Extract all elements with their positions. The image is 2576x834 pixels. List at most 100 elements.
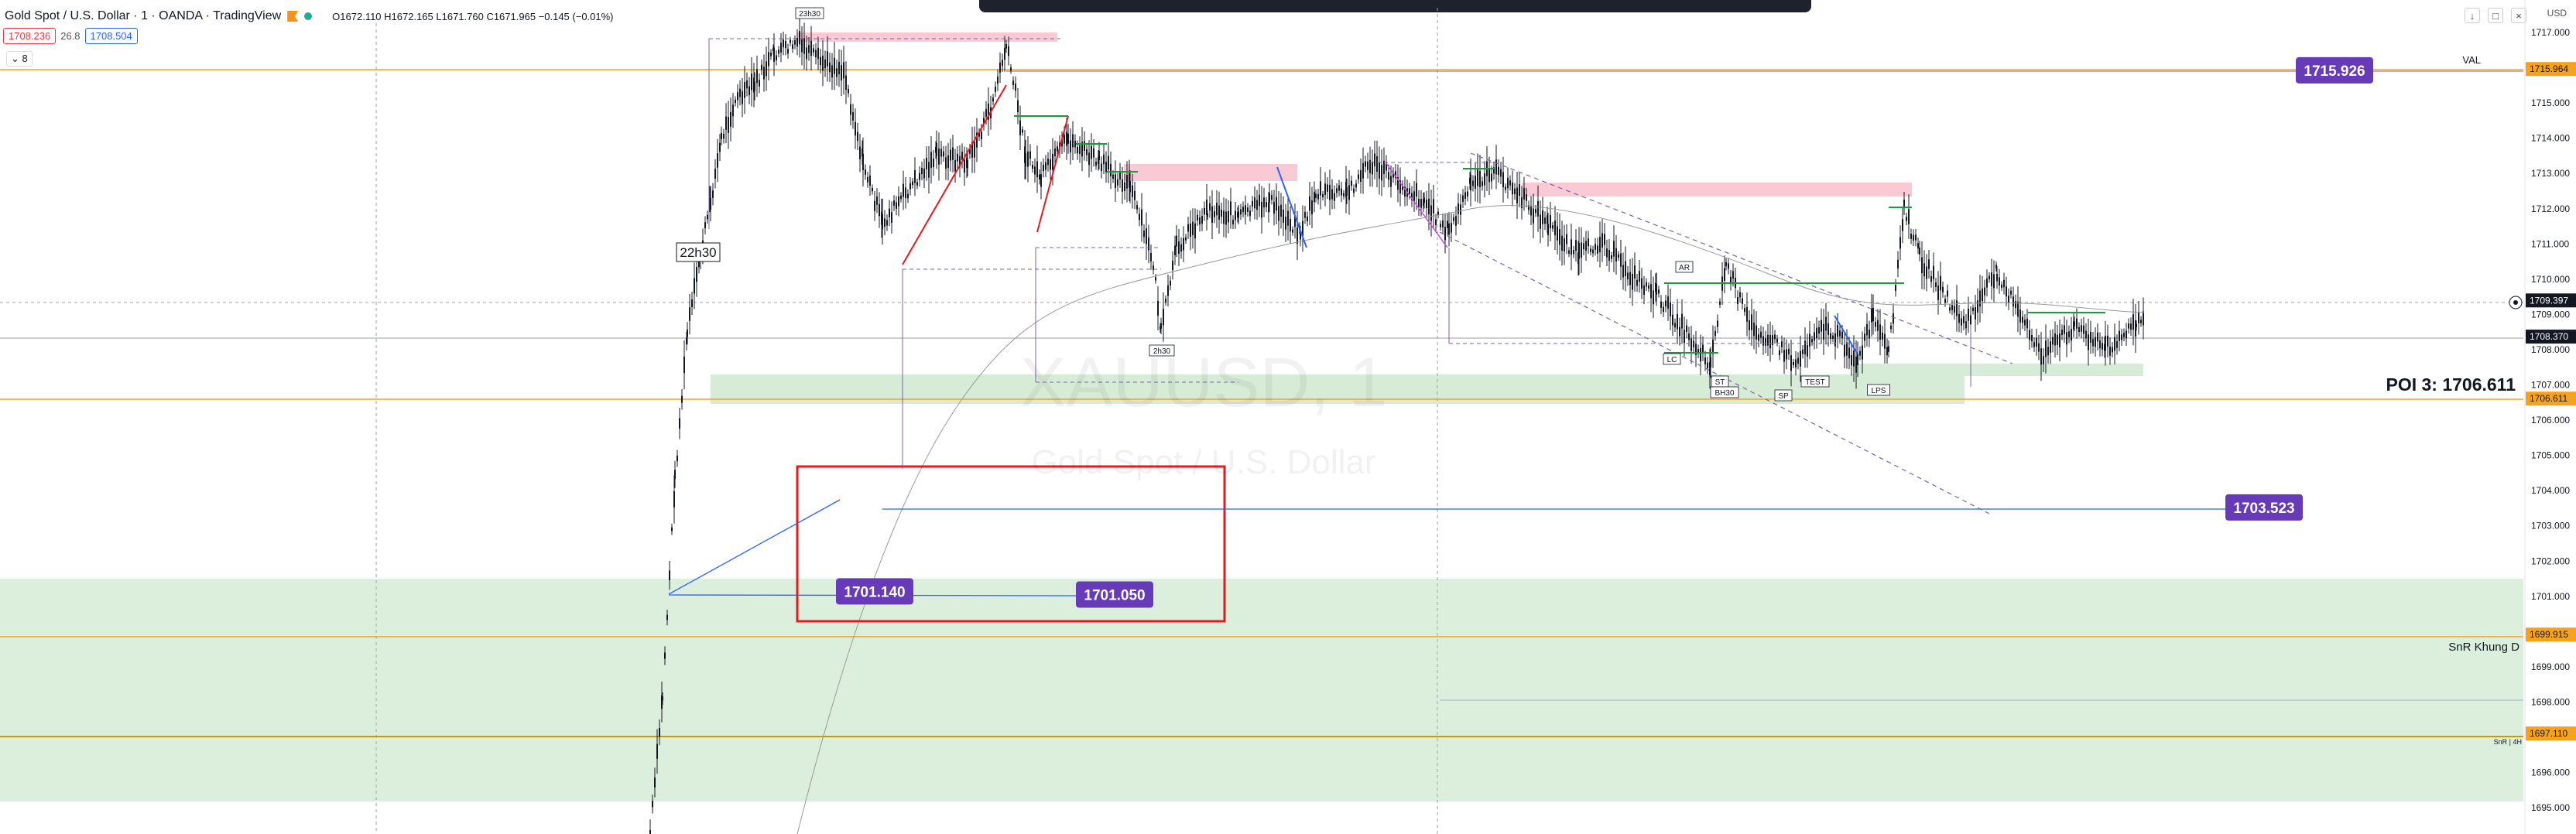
- candle-body: [1790, 355, 1792, 371]
- collapse-indicators-button[interactable]: ⌄ 8: [6, 51, 33, 67]
- candle-body: [903, 183, 904, 197]
- candle-body: [1996, 273, 1998, 282]
- candle-body: [1155, 277, 1156, 281]
- channel-lower[interactable]: [1439, 231, 1990, 514]
- candle-body: [1269, 193, 1270, 203]
- maximize-icon[interactable]: □: [2488, 8, 2503, 23]
- candle-body: [855, 121, 856, 136]
- candle-body: [1650, 284, 1652, 299]
- candle-body: [1991, 272, 1992, 286]
- callout-box[interactable]: [1076, 581, 1153, 608]
- candle-body: [1034, 166, 1036, 175]
- channel-upper[interactable]: [1470, 152, 2013, 364]
- price-callouts[interactable]: 1715.926 1701.140 1701.050 1703.523: [836, 56, 2373, 608]
- candle-body: [1686, 325, 1687, 332]
- candle-body: [824, 59, 826, 69]
- flag-icon[interactable]: [287, 11, 299, 22]
- axis-tick-label: 1707.000: [2531, 380, 2570, 391]
- candle-body: [1947, 290, 1948, 297]
- crosshair-indicator[interactable]: [2509, 296, 2523, 309]
- candle-body: [1022, 129, 1023, 133]
- candle-body: [1641, 278, 1643, 289]
- candle-body: [936, 143, 937, 156]
- candle-body: [1979, 290, 1981, 307]
- candle-body: [1271, 195, 1273, 200]
- candle-body: [1746, 306, 1748, 322]
- currency-label[interactable]: USD: [2547, 8, 2567, 19]
- candle-body: [754, 81, 755, 91]
- purple-swing[interactable]: [1385, 162, 1448, 248]
- candle-body: [1209, 203, 1211, 211]
- candle-body: [1762, 336, 1764, 346]
- supply-zone-pink-1: [797, 32, 1057, 42]
- candle-body: [1072, 134, 1074, 148]
- candle-body: [848, 89, 849, 94]
- candle-body: [2143, 311, 2144, 326]
- candle-body: [1458, 203, 1459, 214]
- red-swing-1[interactable]: [902, 84, 1007, 265]
- close-icon[interactable]: ×: [2511, 8, 2526, 23]
- candle-body: [1482, 181, 1483, 186]
- candle-body: [1970, 315, 1971, 325]
- candle-body: [959, 156, 961, 167]
- candle-body: [1507, 177, 1509, 189]
- candle-body: [1717, 320, 1718, 327]
- sell-button[interactable]: 1708.236: [3, 28, 57, 44]
- candle-body: [1677, 313, 1678, 330]
- candle-body: [1769, 334, 1771, 349]
- red-swing-2[interactable]: [1036, 115, 1069, 233]
- drawing-toolbar[interactable]: [979, 0, 1811, 12]
- candle-body: [2112, 347, 2113, 353]
- candle-body: [763, 67, 765, 80]
- candle-body: [1054, 148, 1056, 156]
- candle-body: [1093, 148, 1094, 158]
- candle-body: [1390, 176, 1392, 187]
- candle-body: [1961, 318, 1962, 326]
- wyckoff-label: BH30: [1714, 389, 1734, 398]
- candle-body: [2107, 335, 2108, 347]
- candle-body: [2066, 332, 2067, 345]
- blue-swing-2[interactable]: [1834, 315, 1858, 355]
- candle-body: [1646, 282, 1647, 287]
- candle-body: [707, 214, 708, 220]
- candle-body: [919, 173, 920, 180]
- target-box[interactable]: [796, 465, 1226, 623]
- candle-body: [1437, 211, 1439, 215]
- candle-body: [1351, 180, 1352, 186]
- candle-body: [2064, 325, 2065, 334]
- candle-body: [1581, 242, 1582, 258]
- candle-body: [2092, 339, 2094, 347]
- candle-body: [2050, 341, 2051, 353]
- price-axis[interactable]: 1717.0001716.0001715.0001714.0001713.000…: [2531, 27, 2570, 813]
- candle-body: [686, 337, 687, 344]
- blue-ray-up[interactable]: [668, 499, 841, 595]
- buy-button[interactable]: 1708.504: [84, 28, 138, 44]
- callout-box[interactable]: [836, 578, 913, 605]
- candle-body: [1290, 218, 1291, 232]
- callout-box[interactable]: [2225, 494, 2303, 521]
- candle-body: [1597, 245, 1598, 254]
- callout-box[interactable]: [2296, 56, 2373, 84]
- arrow-down-icon[interactable]: ↓: [2465, 8, 2480, 23]
- candle-body: [1008, 46, 1009, 56]
- blue-swing-1[interactable]: [1276, 166, 1307, 248]
- candle-body: [1338, 185, 1340, 191]
- axis-tag-label: 1706.611: [2530, 393, 2567, 404]
- candle-body: [1636, 279, 1638, 286]
- candle-body: [2138, 312, 2139, 323]
- candle-body: [1353, 188, 1355, 193]
- candle-body: [1709, 361, 1711, 376]
- candle-body: [2068, 331, 2070, 337]
- candle-body: [1608, 250, 1610, 261]
- candle-body: [850, 104, 851, 115]
- candle-body: [748, 86, 750, 95]
- candle-body: [1433, 199, 1434, 214]
- candle-body: [1667, 296, 1669, 309]
- candle-body: [1395, 171, 1396, 179]
- candle-body: [865, 169, 866, 175]
- axis-tick-label: 1710.000: [2531, 274, 2570, 285]
- candle-body: [776, 55, 777, 60]
- candle-body: [2001, 284, 2002, 288]
- symbol-title[interactable]: Gold Spot / U.S. Dollar · 1 · OANDA · Tr…: [5, 9, 282, 22]
